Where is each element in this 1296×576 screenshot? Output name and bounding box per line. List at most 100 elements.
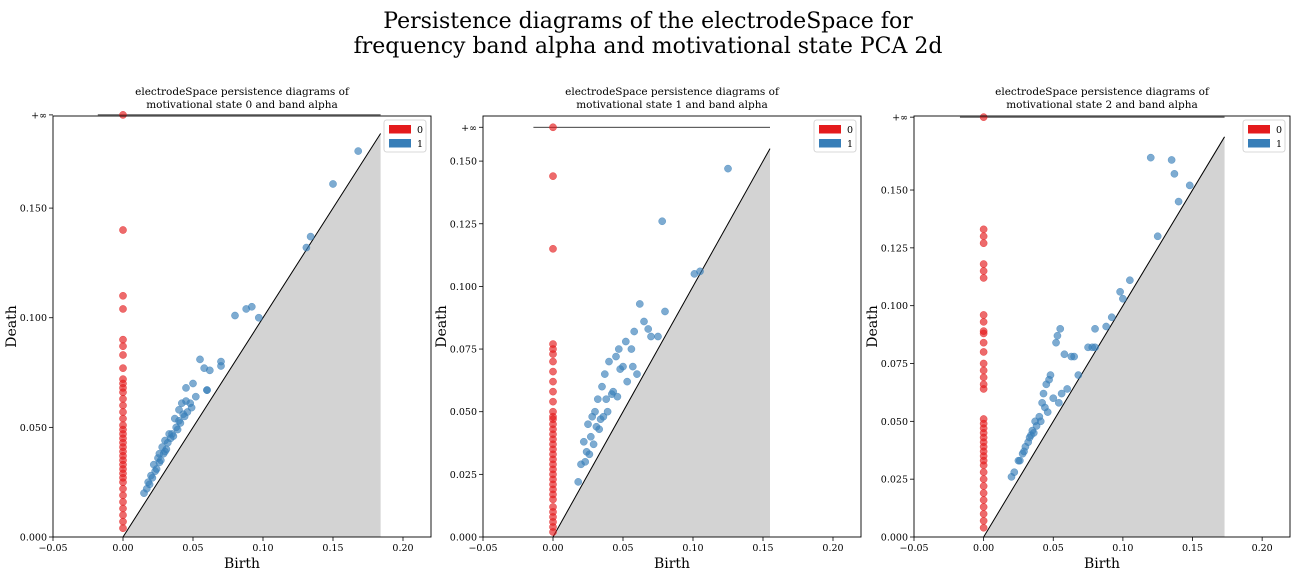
y-tick-label: 0.150 bbox=[20, 204, 47, 215]
data-point-h0 bbox=[979, 373, 988, 382]
x-tick-label: 0.10 bbox=[1112, 543, 1133, 554]
y-tick-label: 0.025 bbox=[450, 470, 477, 481]
data-point-h0 bbox=[119, 226, 127, 234]
y-tick-label: 0.050 bbox=[450, 407, 477, 418]
data-point-h1 bbox=[600, 370, 609, 378]
data-point-h1 bbox=[306, 232, 315, 241]
data-point-h1 bbox=[599, 412, 608, 421]
data-point-h1 bbox=[628, 362, 637, 371]
x-axis-label: Birth bbox=[224, 556, 260, 572]
data-point-h1 bbox=[630, 327, 639, 336]
data-point-h0 bbox=[979, 496, 988, 504]
data-point-h1 bbox=[189, 379, 197, 388]
data-point-h0 bbox=[119, 388, 127, 397]
persistence-diagram-state-0: electrodeSpace persistence diagrams ofmo… bbox=[4, 86, 432, 572]
data-point-h1 bbox=[584, 420, 592, 429]
data-point-h1 bbox=[329, 180, 337, 188]
x-axis-label: Birth bbox=[654, 556, 690, 572]
data-point-h1 bbox=[1024, 438, 1033, 447]
data-point-h1 bbox=[623, 377, 632, 386]
data-point-h0 bbox=[979, 489, 988, 497]
data-point-h1 bbox=[658, 217, 667, 226]
data-point-h0 bbox=[979, 359, 988, 368]
data-point-h1 bbox=[1056, 324, 1065, 333]
y-tick-label: 0.025 bbox=[881, 475, 908, 486]
data-point-h0 bbox=[119, 414, 127, 423]
data-point-h1 bbox=[1126, 276, 1134, 285]
data-point-h0 bbox=[979, 475, 988, 484]
figure-title-line-1: Persistence diagrams of the electrodeSpa… bbox=[383, 9, 913, 34]
x-tick-label: −0.05 bbox=[899, 543, 928, 554]
data-point-h0 bbox=[979, 311, 988, 319]
data-point-h0 bbox=[979, 113, 988, 122]
data-point-h1 bbox=[1020, 447, 1028, 456]
series-1-points bbox=[140, 147, 363, 497]
legend-swatch-0 bbox=[389, 125, 411, 134]
data-point-h0 bbox=[979, 267, 988, 275]
data-point-h1 bbox=[254, 313, 263, 322]
y-tick-label: 0.150 bbox=[881, 186, 908, 197]
diagonal-line bbox=[122, 133, 382, 538]
data-point-h1 bbox=[613, 392, 622, 401]
x-tick-label: 0.20 bbox=[392, 543, 413, 554]
data-point-h0 bbox=[119, 342, 127, 351]
data-point-h1 bbox=[166, 434, 175, 443]
data-point-h0 bbox=[119, 364, 127, 373]
legend-swatch-1 bbox=[389, 139, 411, 148]
data-point-h0 bbox=[979, 239, 988, 248]
data-point-h1 bbox=[1167, 156, 1176, 164]
data-point-h0 bbox=[119, 478, 127, 487]
data-point-h1 bbox=[603, 407, 612, 416]
data-point-h1 bbox=[585, 450, 594, 459]
data-point-h1 bbox=[1091, 343, 1099, 352]
data-point-h0 bbox=[979, 366, 988, 375]
y-axis-label: Death bbox=[434, 305, 450, 348]
x-axis-label: Birth bbox=[1084, 556, 1120, 572]
x-tick-label: −0.05 bbox=[38, 543, 67, 554]
y-tick-label: 0.000 bbox=[450, 533, 477, 544]
axes-frame bbox=[52, 115, 432, 538]
legend-swatch-1 bbox=[1248, 139, 1270, 148]
data-point-h1 bbox=[1153, 232, 1162, 241]
data-point-h0 bbox=[979, 338, 988, 347]
data-point-h1 bbox=[640, 317, 648, 326]
series-0-points bbox=[549, 123, 557, 536]
data-point-h1 bbox=[586, 432, 595, 441]
data-point-h0 bbox=[549, 412, 557, 421]
data-point-h1 bbox=[1174, 197, 1183, 206]
data-point-h1 bbox=[1063, 385, 1072, 393]
x-tick-label: 0.00 bbox=[973, 543, 994, 554]
data-point-h1 bbox=[1053, 331, 1062, 340]
y-tick-label: 0.075 bbox=[450, 345, 477, 356]
legend-label-0: 0 bbox=[1276, 125, 1282, 136]
data-point-h1 bbox=[148, 473, 157, 482]
data-point-h0 bbox=[979, 329, 988, 338]
data-point-h1 bbox=[1015, 456, 1024, 465]
data-point-h0 bbox=[979, 318, 988, 326]
data-point-h0 bbox=[119, 395, 127, 403]
data-point-h1 bbox=[595, 425, 604, 434]
series-1-points bbox=[574, 164, 732, 486]
data-point-h1 bbox=[1027, 431, 1035, 440]
data-point-h1 bbox=[200, 364, 209, 373]
panel-title-line-2: motivational state 2 and band alpha bbox=[1006, 99, 1198, 111]
data-point-h1 bbox=[588, 412, 597, 421]
data-point-h1 bbox=[602, 395, 611, 404]
legend-swatch-0 bbox=[819, 125, 841, 134]
legend-label-0: 0 bbox=[847, 125, 853, 136]
data-point-h1 bbox=[1052, 338, 1060, 347]
y-tick-label: 0.100 bbox=[881, 301, 908, 312]
legend-swatch-0 bbox=[1248, 125, 1270, 134]
data-point-h1 bbox=[724, 164, 732, 173]
y-tick-label: 0.150 bbox=[450, 157, 477, 168]
data-point-h1 bbox=[598, 382, 606, 391]
data-point-h1 bbox=[151, 467, 160, 476]
data-point-h0 bbox=[549, 123, 557, 132]
series-1-points bbox=[1007, 153, 1194, 481]
data-point-h0 bbox=[979, 461, 988, 470]
data-point-h1 bbox=[217, 362, 225, 370]
persistence-diagram-state-1: electrodeSpace persistence diagrams ofmo… bbox=[434, 86, 862, 572]
data-point-h0 bbox=[119, 291, 127, 300]
legend: 01 bbox=[813, 119, 857, 153]
